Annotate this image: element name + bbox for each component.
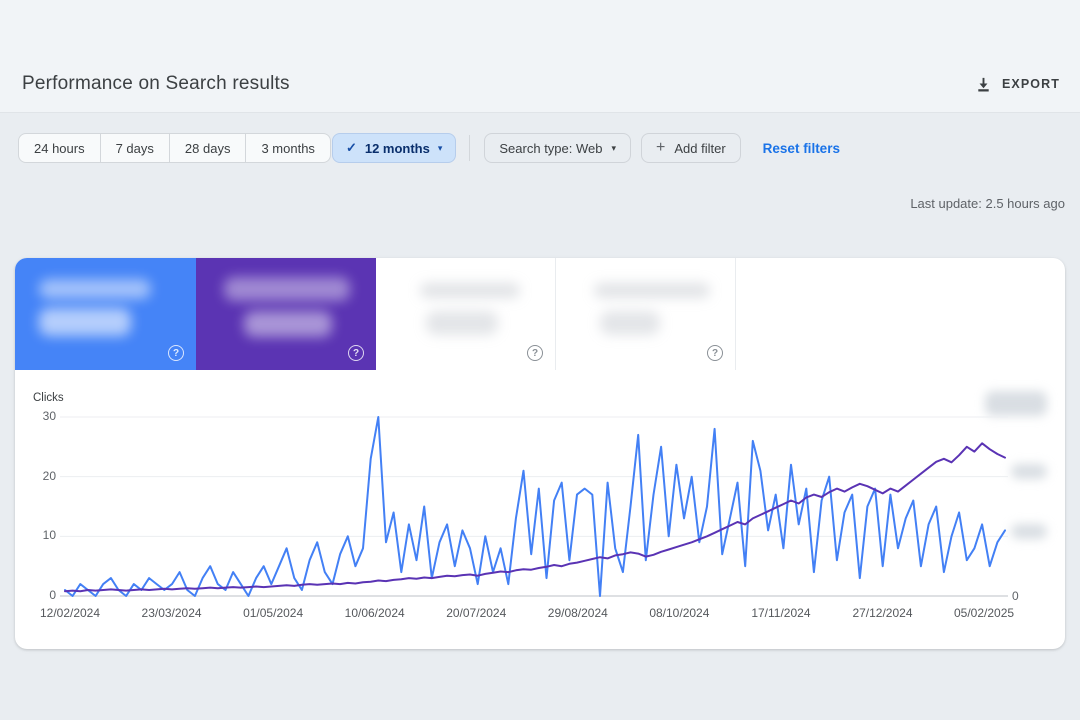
y-tick-label: 20 — [42, 468, 56, 483]
chart-y-axis-title: Clicks — [33, 392, 64, 404]
blurred-label — [985, 391, 1047, 416]
metric-card-4[interactable]: ? — [556, 258, 736, 370]
chevron-down-icon: ▾ — [611, 142, 617, 153]
metric-card-blue[interactable]: ? — [15, 258, 196, 370]
right-axis-zero-label: 0 — [1012, 589, 1019, 603]
reset-filters-link[interactable]: Reset filters — [762, 140, 840, 156]
x-tick-label: 08/10/2024 — [649, 606, 710, 620]
blurred-text — [224, 277, 350, 301]
date-range-group: 24 hours 7 days 28 days 3 months — [18, 133, 331, 163]
y-tick-label: 0 — [49, 588, 56, 602]
x-tick-label: 05/02/2025 — [954, 606, 1015, 620]
metrics-panel: ? ? ? ? — [15, 258, 1065, 649]
x-tick-label: 10/06/2024 — [344, 606, 405, 620]
date-range-chip[interactable]: 3 months — [261, 140, 315, 156]
help-icon[interactable]: ? — [168, 345, 184, 361]
x-tick-label: 01/05/2024 — [243, 606, 304, 620]
blurred-label — [1011, 464, 1047, 479]
date-range-chip[interactable]: 7 days — [101, 134, 170, 162]
page-header — [0, 0, 1080, 113]
export-button[interactable]: EXPORT — [975, 71, 1060, 97]
help-icon[interactable]: ? — [707, 345, 723, 361]
x-tick-label: 20/07/2024 — [446, 606, 507, 620]
help-icon[interactable]: ? — [348, 345, 364, 361]
x-tick-label: 17/11/2024 — [751, 606, 811, 620]
y-tick-label: 30 — [42, 409, 56, 423]
export-label: EXPORT — [1002, 77, 1060, 91]
page-title: Performance on Search results — [22, 73, 290, 94]
help-icon[interactable]: ? — [527, 345, 543, 361]
plus-icon: + — [656, 139, 666, 156]
x-tick-label: 23/03/2024 — [141, 606, 202, 620]
chart-line — [64, 442, 1006, 593]
selected-range-label: 12 months — [364, 140, 430, 156]
last-update-text: Last update: 2.5 hours ago — [910, 196, 1065, 211]
blurred-text — [244, 311, 332, 337]
selected-range-chip[interactable]: ✓ 12 months ▾ — [331, 133, 457, 163]
chart-plot — [60, 416, 1008, 597]
blurred-text — [420, 283, 520, 298]
chevron-down-icon: ▾ — [437, 142, 443, 153]
metric-cards-row: ? ? ? ? — [15, 258, 1065, 370]
download-icon — [975, 76, 992, 93]
blurred-label — [1011, 524, 1047, 539]
blurred-text — [39, 308, 131, 336]
blurred-text — [39, 279, 151, 299]
search-type-dropdown[interactable]: Search type: Web ▾ — [484, 133, 632, 163]
add-filter-button[interactable]: + Add filter — [641, 133, 741, 163]
filters-divider — [469, 135, 471, 161]
y-tick-label: 10 — [42, 528, 56, 543]
date-range-chip[interactable]: 24 hours — [19, 134, 101, 162]
blurred-text — [594, 283, 710, 298]
blurred-text — [600, 311, 660, 335]
check-icon: ✓ — [345, 140, 357, 155]
search-type-label: Search type: Web — [499, 140, 603, 156]
metric-card-purple[interactable]: ? — [196, 258, 376, 370]
date-range-chip[interactable]: 28 days — [170, 134, 247, 162]
add-filter-label: Add filter — [674, 140, 726, 156]
metric-card-3[interactable]: ? — [376, 258, 556, 370]
x-tick-label: 12/02/2024 — [39, 606, 101, 620]
x-tick-label: 29/08/2024 — [547, 606, 608, 620]
filters-row: 24 hours 7 days 28 days 3 months ✓ 12 month… — [18, 133, 840, 163]
x-tick-label: 27/12/2024 — [852, 606, 913, 620]
blurred-text — [426, 311, 498, 335]
